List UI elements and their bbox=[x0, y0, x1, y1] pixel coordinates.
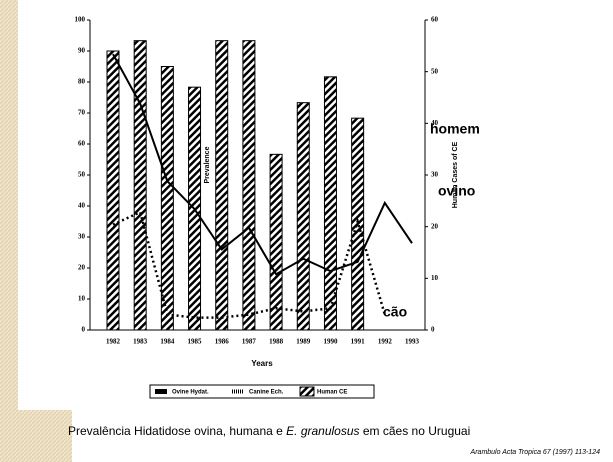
caption-text: em cães no Uruguai bbox=[360, 424, 471, 438]
caption-italic: E. granulosus bbox=[286, 424, 359, 438]
x-tick-label: 1988 bbox=[269, 338, 284, 346]
bar bbox=[351, 117, 365, 331]
y-tick-label: 70 bbox=[78, 109, 86, 117]
y2-tick-label: 20 bbox=[431, 222, 439, 230]
annotation: homem bbox=[430, 121, 480, 137]
y-tick-label: 30 bbox=[78, 233, 86, 241]
legend-box bbox=[149, 384, 375, 399]
bar bbox=[160, 66, 174, 331]
bar bbox=[242, 40, 256, 331]
caption: Prevalência Hidatidose ovina, humana e E… bbox=[68, 424, 470, 438]
caption-text: Prevalência Hidatidose ovina, humana e bbox=[68, 424, 286, 438]
bar bbox=[269, 153, 283, 331]
y2-tick-label: 40 bbox=[431, 119, 439, 127]
bar bbox=[106, 50, 120, 331]
x-tick-label: 1984 bbox=[160, 338, 175, 346]
y-tick-label: 90 bbox=[78, 47, 86, 55]
x-tick-label: 1992 bbox=[378, 338, 393, 346]
y-tick-label: 50 bbox=[78, 171, 86, 179]
bar bbox=[296, 102, 310, 331]
bar bbox=[323, 76, 337, 331]
bar bbox=[133, 40, 147, 331]
x-tick-label: 1985 bbox=[188, 338, 203, 346]
y-tick-label: 80 bbox=[78, 78, 86, 86]
y2-tick-label: 30 bbox=[431, 171, 439, 179]
y-tick-label: 60 bbox=[78, 140, 86, 148]
x-axis-label: Years bbox=[251, 359, 273, 368]
corner-block bbox=[0, 410, 72, 462]
y2-tick-label: 10 bbox=[431, 274, 439, 282]
y2-tick-label: 0 bbox=[431, 326, 435, 334]
line bbox=[112, 210, 387, 319]
y-tick-label: 10 bbox=[78, 295, 86, 303]
y-tick-label: 100 bbox=[75, 16, 86, 24]
y-tick-label: 40 bbox=[78, 202, 86, 210]
y-axis-label: Prevalence bbox=[204, 146, 211, 183]
source: Arambulo Acta Tropica 67 (1997) 113-124 bbox=[470, 449, 601, 456]
annotation: ovino bbox=[438, 183, 475, 199]
y2-tick-label: 60 bbox=[431, 16, 439, 24]
legend-label: Canine Ech. bbox=[249, 390, 284, 396]
x-tick-label: 1987 bbox=[242, 338, 257, 346]
annotation: cão bbox=[383, 304, 407, 320]
y-tick-label: 20 bbox=[78, 264, 86, 272]
side-strip bbox=[0, 0, 18, 462]
legend-label: Ovine Hydat. bbox=[172, 390, 209, 396]
gap bbox=[84, 406, 94, 462]
bar bbox=[215, 40, 229, 331]
y2-tick-label: 50 bbox=[431, 67, 439, 75]
line bbox=[112, 53, 413, 276]
legend-swatch bbox=[299, 386, 315, 397]
legend-label: Human CE bbox=[317, 390, 347, 396]
x-tick-label: 1983 bbox=[133, 338, 148, 346]
y2-axis-label: Human Cases of CE bbox=[452, 141, 459, 208]
y-tick-label: 0 bbox=[82, 326, 86, 334]
x-tick-label: 1986 bbox=[215, 338, 230, 346]
x-tick-label: 1991 bbox=[351, 338, 366, 346]
x-tick-label: 1990 bbox=[323, 338, 338, 346]
x-tick-label: 1982 bbox=[106, 338, 121, 346]
x-tick-label: 1993 bbox=[405, 338, 420, 346]
x-tick-label: 1989 bbox=[296, 338, 311, 346]
